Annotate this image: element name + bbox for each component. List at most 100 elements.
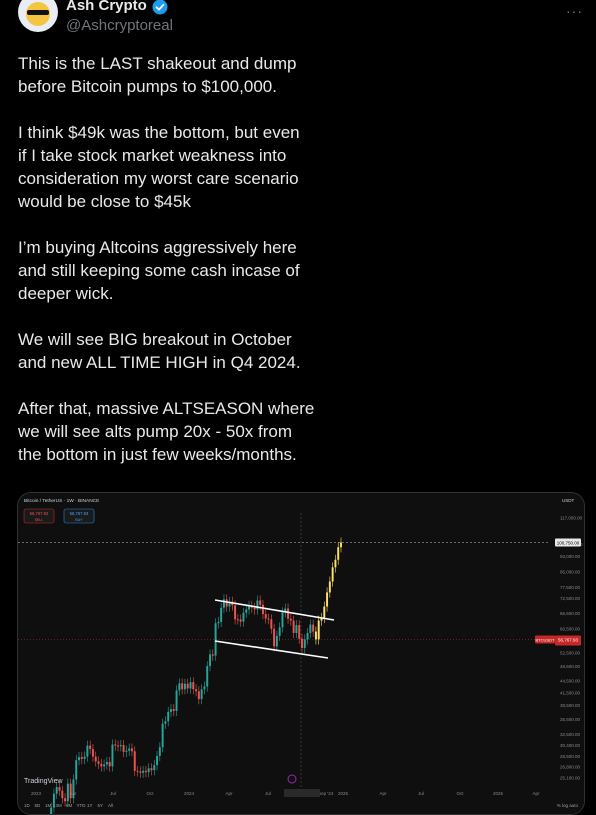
x-tick-label: Oct — [456, 791, 464, 796]
candle — [128, 748, 131, 751]
buy-price: 56,767.93 — [70, 511, 89, 516]
candle — [89, 745, 92, 749]
y-tick-label: 117,000.00 — [560, 515, 583, 520]
candle — [91, 748, 94, 757]
candle — [103, 764, 106, 767]
candle — [83, 756, 86, 759]
current-price-tag — [555, 635, 581, 646]
projected-candle — [334, 559, 337, 568]
projected-candle — [323, 606, 326, 618]
candle — [192, 682, 195, 690]
projected-candle — [317, 620, 320, 640]
candle — [306, 632, 309, 640]
candle — [105, 761, 108, 765]
candle — [278, 627, 281, 636]
projected-candle — [340, 542, 342, 548]
candle — [170, 709, 172, 712]
sell-price: 56,767.92 — [30, 511, 49, 516]
x-tick-label: Apr — [532, 791, 540, 796]
x-tick-label: Jul — [418, 791, 424, 796]
author-name[interactable]: Ash Crypto — [66, 0, 147, 14]
candle — [239, 619, 242, 622]
avatar[interactable] — [18, 0, 58, 32]
y-tick-label: 93,000.00 — [560, 554, 581, 559]
candle — [153, 765, 156, 771]
candle — [303, 639, 306, 648]
y-tick-label: 35,500.00 — [560, 717, 581, 722]
candle — [248, 605, 251, 610]
x-tick-label: 2026 — [493, 791, 504, 796]
timeframe-button: 6M — [66, 803, 73, 808]
candle — [86, 745, 89, 757]
candle — [189, 682, 192, 689]
projected-candle — [331, 567, 334, 582]
chart-title: Bitcoin / TetherUS · 1W · BINANCE — [24, 498, 99, 504]
x-tick-label: Apr — [379, 791, 387, 796]
candle — [220, 607, 223, 622]
candle — [200, 689, 203, 700]
candle — [301, 638, 303, 648]
candle — [225, 599, 228, 607]
candle — [309, 624, 312, 633]
x-tick-label: Jul — [110, 791, 116, 796]
candle — [295, 625, 298, 633]
candle — [130, 748, 133, 752]
candle — [270, 619, 273, 629]
y-tick-label: 66,500.00 — [560, 611, 581, 616]
candle — [172, 709, 175, 711]
candle — [284, 608, 287, 613]
y-tick-label: 41,500.00 — [560, 690, 581, 695]
candle — [100, 763, 103, 767]
sell-button[interactable] — [23, 508, 55, 524]
y-tick-label: 85,000.00 — [560, 569, 581, 574]
y-tick-label: 44,500.00 — [560, 679, 581, 684]
buy-button[interactable] — [63, 508, 95, 524]
candle — [142, 770, 145, 773]
timeframe-button: 1M — [45, 803, 52, 808]
candle — [64, 798, 67, 802]
candle — [253, 607, 256, 610]
candle — [50, 807, 53, 814]
chart-image[interactable]: 117,000.00100,000.0093,000.0085,000.0077… — [17, 492, 585, 815]
symbol-tag-label: BTCUSDT — [536, 638, 555, 643]
candle — [94, 756, 97, 762]
candle — [178, 683, 181, 691]
y-tick-label: 30,400.00 — [560, 743, 581, 748]
sell-label: SELL — [35, 518, 44, 522]
x-tick-label: 2023 — [31, 791, 42, 796]
x-tick-label: Apr — [225, 791, 233, 796]
currency-label: USDT — [562, 498, 575, 503]
candle — [150, 768, 153, 771]
candle — [156, 755, 159, 766]
candle — [228, 601, 231, 607]
candle — [292, 620, 295, 633]
target-price-value: 100,750.00 — [557, 541, 580, 546]
candle — [186, 683, 189, 689]
candle — [211, 654, 214, 656]
candle — [217, 621, 220, 624]
author-handle[interactable]: @Ashcryptoreal — [66, 17, 173, 34]
y-tick-label: 52,500.00 — [560, 651, 581, 656]
scale-options: % log auto — [557, 803, 579, 808]
channel-lower-line — [214, 640, 329, 659]
timeframe-button: 5Y — [98, 803, 104, 808]
timeframe-button: All — [108, 803, 113, 808]
y-tick-label: 38,500.00 — [560, 703, 581, 708]
y-tick-label: 77,500.00 — [560, 585, 581, 590]
candle — [275, 635, 278, 647]
candle — [139, 771, 142, 773]
y-tick-label: 72,500.00 — [560, 596, 581, 601]
candle — [108, 761, 111, 767]
current-price-value: 56,767.93 — [558, 638, 579, 643]
candle — [312, 624, 315, 632]
projected-candle — [314, 631, 317, 640]
candle — [289, 618, 292, 621]
candle — [181, 683, 184, 690]
tweet-paragraph: We will see BIG breakout in October and … — [18, 330, 301, 372]
candle — [78, 757, 80, 761]
candle — [114, 744, 117, 746]
tweet-text: This is the LAST shakeout and dump befor… — [18, 52, 578, 489]
candle — [273, 628, 276, 647]
more-options-icon[interactable]: ··· — [566, 3, 583, 19]
candle — [256, 600, 259, 610]
